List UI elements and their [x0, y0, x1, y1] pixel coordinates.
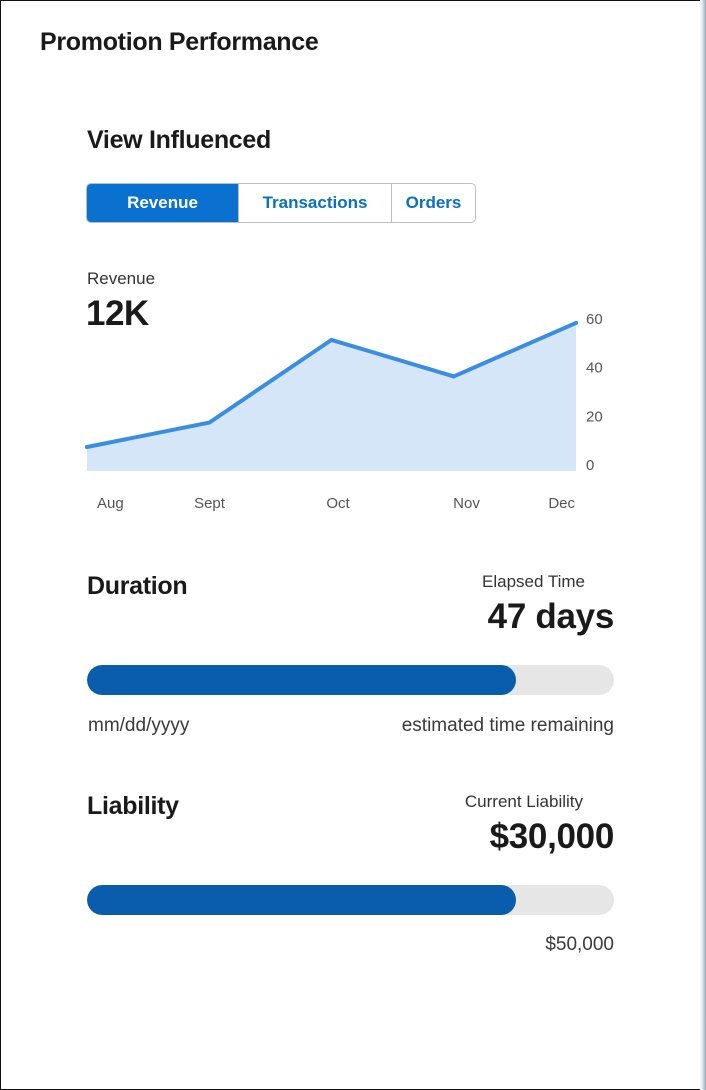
liability-progress-fill	[87, 885, 516, 915]
estimated-time-remaining: estimated time remaining	[401, 715, 614, 736]
revenue-area-chart: 0 20 40 60 Aug Sept Oct Nov Dec	[85, 311, 603, 512]
current-liability-value: $30,000	[489, 817, 615, 856]
data-point-oct	[329, 337, 334, 342]
tab-orders[interactable]: Orders	[392, 184, 475, 222]
elapsed-time-label: Elapsed Time	[482, 572, 585, 591]
data-point-sept	[207, 420, 212, 425]
liability-title: Liability	[87, 792, 179, 820]
current-liability-label: Current Liability	[464, 792, 583, 811]
y-tick-label: 60	[586, 311, 603, 328]
data-point-dec	[574, 320, 578, 325]
duration-title: Duration	[87, 572, 188, 600]
page-title: Promotion Performance	[40, 28, 319, 56]
start-date: mm/dd/yyyy	[88, 715, 190, 736]
duration-progress-fill	[87, 665, 516, 695]
data-point-aug	[85, 444, 89, 449]
y-tick-label: 40	[586, 360, 603, 377]
metric-value: 12K	[86, 294, 149, 333]
duration-progress-bar	[87, 665, 614, 695]
window-edge	[700, 0, 706, 1090]
x-tick-label: Aug	[97, 495, 124, 512]
liability-max-value: $50,000	[545, 934, 614, 955]
x-tick-label: Oct	[326, 495, 350, 512]
influence-segmented-control: Revenue Transactions Orders	[86, 183, 476, 223]
x-tick-label: Dec	[548, 495, 575, 512]
x-tick-label: Sept	[194, 495, 226, 512]
y-tick-label: 20	[586, 408, 603, 425]
revenue-area-fill	[87, 322, 576, 471]
tab-transactions[interactable]: Transactions	[239, 184, 392, 222]
metric-label: Revenue	[87, 269, 156, 288]
view-influenced-title: View Influenced	[87, 126, 271, 154]
tab-revenue[interactable]: Revenue	[87, 184, 239, 222]
elapsed-time-value: 47 days	[487, 597, 615, 636]
x-tick-label: Nov	[453, 495, 480, 512]
data-point-nov	[451, 374, 456, 379]
y-tick-label: 0	[586, 457, 594, 474]
liability-progress-bar	[87, 885, 614, 915]
